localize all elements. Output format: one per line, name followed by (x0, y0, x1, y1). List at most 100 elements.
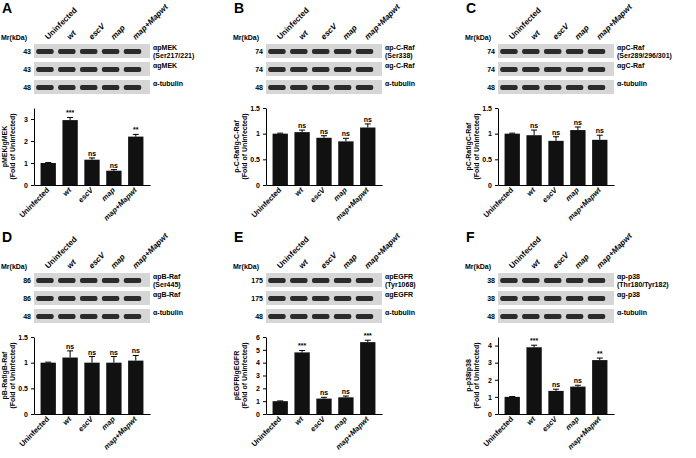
blot-band (312, 85, 330, 90)
bar (84, 363, 99, 414)
axis-line (499, 414, 615, 415)
tick: Uninfected (249, 414, 283, 448)
blot-band (588, 314, 606, 319)
tick-label: map (564, 414, 582, 432)
plot-area (505, 127, 608, 185)
tick: escV (540, 185, 559, 204)
blot-band (58, 85, 76, 90)
blot-background (34, 309, 150, 323)
tick-label: 0 (256, 411, 260, 418)
blot-band (566, 49, 584, 54)
mr-value: 74 (255, 48, 263, 55)
tick: 1 (24, 160, 34, 167)
bar (294, 132, 309, 185)
panel-letter: D (2, 229, 12, 245)
mr-value: 48 (23, 313, 31, 320)
error-cap (509, 396, 515, 397)
bar (294, 352, 309, 414)
tick-mark (263, 414, 266, 415)
blot-band (356, 49, 374, 54)
tick: map+Mapwt (334, 185, 371, 223)
blot-band (356, 296, 374, 301)
lane-label: escV (87, 250, 107, 270)
blot-band (566, 296, 584, 301)
tick-mark (263, 350, 266, 351)
tick-label: 1 (24, 359, 28, 366)
tick-label: 3 (24, 116, 28, 123)
error-cap (299, 130, 305, 131)
tick: map (100, 414, 118, 432)
mr-value: 74 (487, 66, 495, 73)
tick-label: 0 (24, 411, 28, 418)
error-line (534, 130, 535, 135)
significance-label: *** (66, 109, 74, 116)
error-cap (509, 133, 515, 134)
blot-band (290, 296, 308, 301)
blot-band (588, 296, 606, 301)
mr-value: 86 (23, 277, 31, 284)
error-cap (67, 117, 73, 118)
bar (316, 399, 331, 414)
tick: wt (525, 414, 538, 427)
error-cap (277, 400, 283, 401)
tick-label: 1 (256, 130, 260, 137)
error-cap (89, 157, 95, 158)
tick-mark (495, 185, 498, 186)
blot-band (500, 314, 518, 319)
tick-label: map+Mapwt (334, 185, 371, 222)
blot-background (498, 273, 614, 287)
significance-label: ns (342, 130, 350, 137)
tick-mark (495, 397, 498, 398)
bar (41, 163, 56, 185)
blot-band (356, 278, 374, 283)
tick-mark (263, 363, 266, 364)
blot-band (80, 278, 98, 283)
tick-label: 0.5 (482, 156, 492, 163)
blot-band (356, 85, 374, 90)
tick-label: wt (293, 414, 306, 427)
blot-label: αgMEK (153, 62, 177, 70)
tick-mark (263, 134, 266, 135)
axis-line (266, 109, 267, 186)
error-bar (553, 137, 559, 141)
lane-label: Uninfected (43, 6, 79, 42)
blot-label: (Ser338) (385, 52, 413, 60)
mr-value: 175 (251, 295, 263, 302)
tick-label: escV (540, 185, 559, 204)
tick: 4 (256, 359, 266, 366)
error-cap (531, 345, 537, 346)
tick-label: Uninfected (17, 185, 51, 219)
error-cap (111, 356, 117, 357)
significance-label: ns (574, 119, 582, 126)
panel-letter: C (466, 0, 476, 16)
tick-label: map+Mapwt (566, 185, 603, 222)
blot-label: α-tubulin (617, 309, 647, 316)
tick: 2 (488, 377, 498, 384)
blot-band (36, 67, 54, 72)
blot-band (566, 85, 584, 90)
significance-label: ns (88, 349, 96, 356)
blot-band (290, 85, 308, 90)
tick: 1 (488, 130, 498, 137)
plot-area (41, 117, 144, 185)
tick-label: escV (308, 185, 327, 204)
tick-mark (31, 185, 34, 186)
tick-mark (263, 159, 266, 160)
significance-label: ns (364, 116, 372, 123)
plot-area (41, 351, 144, 414)
tick-label: escV (76, 185, 95, 204)
bar (505, 134, 520, 185)
tick-mark (495, 159, 498, 160)
blot-band (36, 296, 54, 301)
blot-label: α-tubulin (153, 309, 183, 316)
tick-label: wt (61, 414, 74, 427)
blot-band (544, 296, 562, 301)
axis-line (35, 414, 151, 415)
tick: 0 (488, 411, 498, 418)
tick-label: 1.5 (482, 105, 492, 112)
y-axis-title: (Fold of Uninfected) (473, 342, 481, 408)
blot-band (124, 296, 142, 301)
tick: map (564, 185, 582, 203)
blot-band (290, 67, 308, 72)
blot-band (522, 85, 540, 90)
